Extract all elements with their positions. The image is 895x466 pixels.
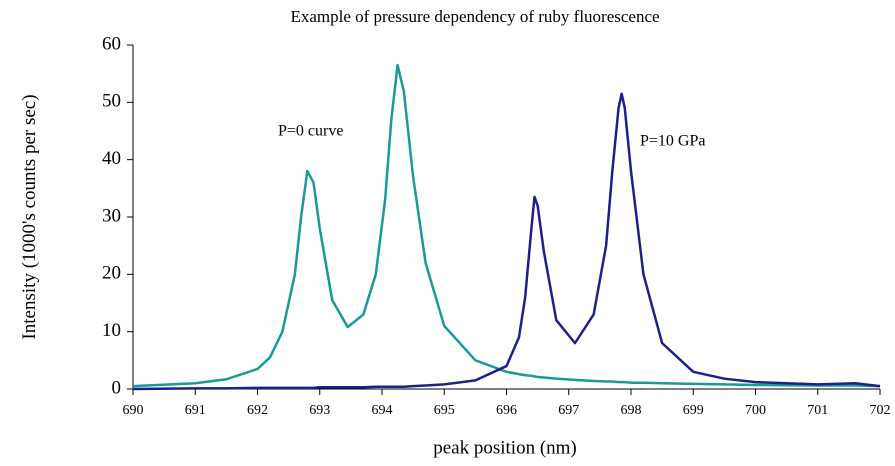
line-series xyxy=(132,63,881,388)
x-tick-label: 691 xyxy=(185,403,206,418)
y-tick-label: 60 xyxy=(102,33,121,54)
x-tick-label: 701 xyxy=(807,403,828,418)
chart-title: Example of pressure dependency of ruby f… xyxy=(290,7,659,26)
annotation: P=10 GPa xyxy=(640,133,705,150)
annotation: P=0 curve xyxy=(278,123,343,140)
x-tick-label: 692 xyxy=(247,403,268,418)
y-tick-label: 40 xyxy=(102,148,121,169)
x-tick-label: 700 xyxy=(745,403,766,418)
x-tick-label: 693 xyxy=(309,403,330,418)
y-tick-label: 50 xyxy=(102,91,121,112)
y-axis-label: Intensity (1000's counts per sec) xyxy=(19,94,40,340)
y-tick-label: 30 xyxy=(102,205,121,226)
y-tick-label: 0 xyxy=(112,377,122,398)
x-axis-label: peak position (nm) xyxy=(433,437,577,458)
x-tick-label: 690 xyxy=(123,403,144,418)
line-series xyxy=(132,92,881,391)
x-tick-label: 698 xyxy=(621,403,642,418)
x-tick-label: 702 xyxy=(870,403,891,418)
x-tick-label: 697 xyxy=(558,403,579,418)
x-tick-label: 694 xyxy=(372,403,393,418)
y-tick-label: 20 xyxy=(102,263,121,284)
x-tick-label: 695 xyxy=(434,403,455,418)
x-tick-label: 699 xyxy=(683,403,704,418)
y-tick-label: 10 xyxy=(102,320,121,341)
x-tick-label: 696 xyxy=(496,403,517,418)
